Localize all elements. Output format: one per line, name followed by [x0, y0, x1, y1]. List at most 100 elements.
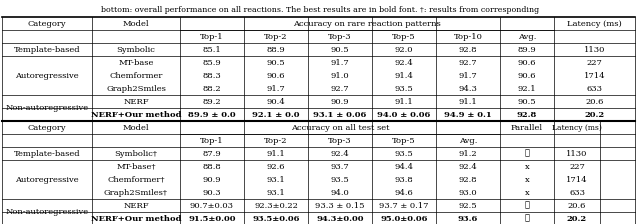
Text: 91.1: 91.1 [459, 97, 477, 106]
Text: Autoregressive: Autoregressive [15, 175, 79, 183]
Text: 93.3 ± 0.15: 93.3 ± 0.15 [316, 202, 365, 209]
Text: 1130: 1130 [584, 45, 605, 54]
Text: 93.1: 93.1 [267, 175, 285, 183]
Text: 92.0: 92.0 [395, 45, 413, 54]
Text: 92.8: 92.8 [517, 110, 537, 118]
Text: 92.4: 92.4 [331, 149, 349, 157]
Text: Parallel: Parallel [511, 123, 543, 131]
Text: NERF: NERF [123, 97, 149, 106]
Text: 91.7: 91.7 [331, 58, 349, 67]
Text: 91.2: 91.2 [459, 149, 477, 157]
Text: 93.5: 93.5 [331, 175, 349, 183]
Text: Graph2Smiles: Graph2Smiles [106, 84, 166, 93]
Text: 90.9: 90.9 [331, 97, 349, 106]
Text: Graph2Smiles†: Graph2Smiles† [104, 189, 168, 196]
Text: 227: 227 [569, 162, 585, 170]
Text: 85.1: 85.1 [203, 45, 221, 54]
Text: 90.5: 90.5 [518, 97, 536, 106]
Text: 91.1: 91.1 [267, 149, 285, 157]
Text: 93.1: 93.1 [267, 189, 285, 196]
Text: Chemformer: Chemformer [109, 71, 163, 80]
Text: 92.8: 92.8 [459, 175, 477, 183]
Text: 91.7: 91.7 [267, 84, 285, 93]
Text: 91.0: 91.0 [331, 71, 349, 80]
Text: 94.0 ± 0.06: 94.0 ± 0.06 [378, 110, 431, 118]
Text: 90.7±0.03: 90.7±0.03 [190, 202, 234, 209]
Text: Category: Category [28, 19, 67, 28]
Text: 90.9: 90.9 [203, 175, 221, 183]
Text: Accuracy on all test set: Accuracy on all test set [291, 123, 389, 131]
Text: NERF: NERF [123, 202, 149, 209]
Text: ✓: ✓ [525, 149, 529, 157]
Text: 90.6: 90.6 [518, 71, 536, 80]
Text: x: x [525, 189, 529, 196]
Text: 95.0±0.06: 95.0±0.06 [380, 215, 428, 222]
Text: 227: 227 [587, 58, 602, 67]
Text: 20.2: 20.2 [567, 215, 587, 222]
Text: 90.6: 90.6 [267, 71, 285, 80]
Text: Top-5: Top-5 [392, 32, 416, 41]
Text: Latency (ms): Latency (ms) [552, 123, 602, 131]
Text: Top-1: Top-1 [200, 136, 224, 144]
Text: x: x [525, 162, 529, 170]
Text: 92.3±0.22: 92.3±0.22 [254, 202, 298, 209]
Text: Category: Category [28, 123, 67, 131]
Text: 91.1: 91.1 [395, 97, 413, 106]
Text: bottom: overall performance on all reactions. The best results are in bold font.: bottom: overall performance on all react… [101, 6, 539, 14]
Text: Top-10: Top-10 [454, 32, 483, 41]
Text: ✓: ✓ [525, 215, 529, 222]
Text: 85.9: 85.9 [203, 58, 221, 67]
Text: 88.9: 88.9 [267, 45, 285, 54]
Text: Non-autoregressive: Non-autoregressive [5, 208, 88, 216]
Text: 20.6: 20.6 [586, 97, 604, 106]
Text: 93.1 ± 0.06: 93.1 ± 0.06 [314, 110, 367, 118]
Text: ✓: ✓ [525, 202, 529, 209]
Text: 87.9: 87.9 [203, 149, 221, 157]
Text: 93.8: 93.8 [395, 175, 413, 183]
Text: 92.7: 92.7 [331, 84, 349, 93]
Text: 94.3: 94.3 [459, 84, 477, 93]
Text: Avg.: Avg. [518, 32, 536, 41]
Text: Accuracy on rare reaction patterns: Accuracy on rare reaction patterns [293, 19, 441, 28]
Text: Autoregressive: Autoregressive [15, 71, 79, 80]
Text: 94.6: 94.6 [395, 189, 413, 196]
Text: 90.5: 90.5 [267, 58, 285, 67]
Text: 88.2: 88.2 [203, 84, 221, 93]
Text: 92.1: 92.1 [518, 84, 536, 93]
Text: 94.3±0.00: 94.3±0.00 [316, 215, 364, 222]
Text: 633: 633 [586, 84, 602, 93]
Text: 93.0: 93.0 [459, 189, 477, 196]
Text: 90.5: 90.5 [331, 45, 349, 54]
Text: 91.7: 91.7 [459, 71, 477, 80]
Text: MT-base†: MT-base† [116, 162, 156, 170]
Text: 89.2: 89.2 [203, 97, 221, 106]
Text: MT-base: MT-base [118, 58, 154, 67]
Text: 92.1 ± 0.0: 92.1 ± 0.0 [252, 110, 300, 118]
Text: Top-1: Top-1 [200, 32, 224, 41]
Text: 92.4: 92.4 [395, 58, 413, 67]
Text: 93.7: 93.7 [331, 162, 349, 170]
Text: Model: Model [123, 19, 149, 28]
Text: 1130: 1130 [566, 149, 588, 157]
Text: Model: Model [123, 123, 149, 131]
Text: Top-3: Top-3 [328, 136, 352, 144]
Text: Avg.: Avg. [459, 136, 477, 144]
Text: 1714: 1714 [566, 175, 588, 183]
Text: 1714: 1714 [584, 71, 605, 80]
Text: Top-2: Top-2 [264, 136, 288, 144]
Text: 92.5: 92.5 [459, 202, 477, 209]
Text: Latency (ms): Latency (ms) [567, 19, 622, 28]
Text: Chemformer†: Chemformer† [108, 175, 164, 183]
Text: 92.4: 92.4 [459, 162, 477, 170]
Text: 93.5±0.06: 93.5±0.06 [252, 215, 300, 222]
Text: 93.5: 93.5 [395, 84, 413, 93]
Text: 89.9: 89.9 [518, 45, 536, 54]
Text: NERF+Our method: NERF+Our method [91, 110, 181, 118]
Text: 88.3: 88.3 [203, 71, 221, 80]
Text: 89.9 ± 0.0: 89.9 ± 0.0 [188, 110, 236, 118]
Text: 92.7: 92.7 [459, 58, 477, 67]
Text: Non-autoregressive: Non-autoregressive [5, 104, 88, 112]
Text: Template-based: Template-based [13, 45, 80, 54]
Text: Symbolic: Symbolic [116, 45, 156, 54]
Text: 94.0: 94.0 [331, 189, 349, 196]
